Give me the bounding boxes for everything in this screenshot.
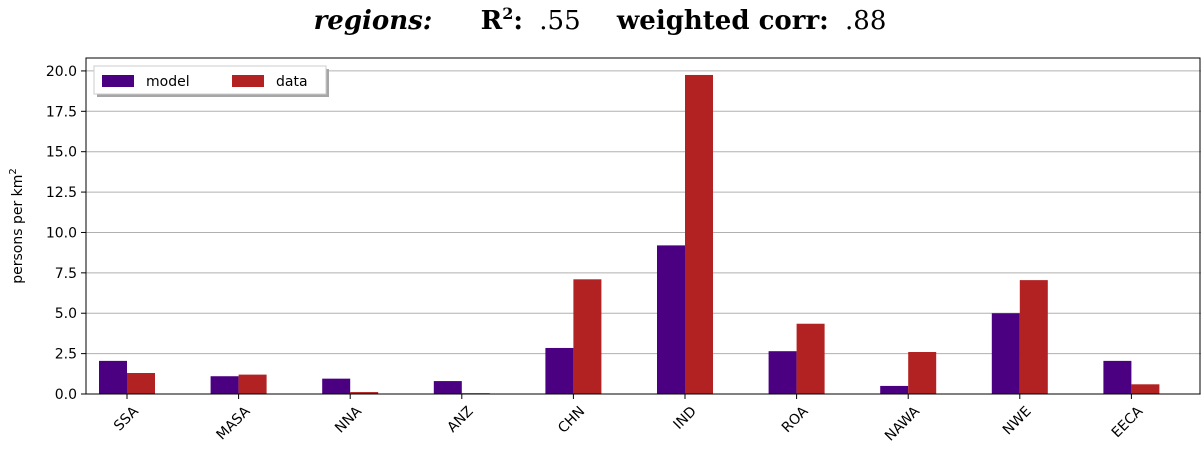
legend-swatch-data xyxy=(232,75,264,87)
y-tick-label: 15.0 xyxy=(46,145,77,161)
title-corr-label: weighted corr: xyxy=(616,6,829,36)
bar-data-eeca xyxy=(1131,384,1160,394)
title-corr-value: .88 xyxy=(845,6,886,36)
y-axis-label: persons per km2 xyxy=(8,168,26,284)
legend: model data xyxy=(93,65,329,97)
bar-model-nawa xyxy=(880,385,909,394)
x-tick-label: CHN xyxy=(555,404,588,437)
y-tick-label: 20.0 xyxy=(46,64,77,80)
x-tick-label: NNA xyxy=(332,403,365,436)
bar-model-nwe xyxy=(991,313,1020,394)
x-tick-label: ANZ xyxy=(444,404,476,436)
y-tick-label: 17.5 xyxy=(46,104,77,120)
x-axis-ticks: SSA MASA NNA ANZ CHN IND ROA NAWA NWE EECA xyxy=(111,394,1147,444)
bar-model-eeca xyxy=(1103,360,1132,394)
bar-data-nawa xyxy=(908,352,937,394)
bar-model-ind xyxy=(657,245,685,394)
bar-data-nna xyxy=(350,392,379,394)
legend-label-data: data xyxy=(276,74,308,90)
bar-data-chn xyxy=(573,279,602,394)
y-tick-label: 5.0 xyxy=(55,306,77,322)
x-tick-label: MASA xyxy=(214,403,254,443)
y-tick-label: 7.5 xyxy=(55,266,77,282)
svg-text:regions: R2: .55: regions: R2: .55 weighted corr: .88 xyxy=(314,4,887,36)
x-tick-label: NWE xyxy=(1000,404,1035,439)
chart-title: regions: R2: .55 weighted corr: .88 xyxy=(314,4,887,36)
y-axis-label-text: persons per km xyxy=(10,175,26,284)
x-tick-label: IND xyxy=(671,404,700,433)
bar-model-roa xyxy=(768,351,797,394)
title-prefix: regions: xyxy=(314,6,433,36)
bar-model-anz xyxy=(433,381,462,394)
bar-model-chn xyxy=(545,347,574,394)
title-r2-colon: : xyxy=(513,6,523,36)
y-axis-label-sup: 2 xyxy=(8,168,19,174)
bar-data-masa xyxy=(238,374,267,394)
title-r2-value: .55 xyxy=(539,6,580,36)
legend-swatch-model xyxy=(102,75,134,87)
x-tick-label: SSA xyxy=(111,403,142,434)
gridlines xyxy=(86,70,1201,395)
y-tick-label: 10.0 xyxy=(46,225,77,241)
title-r2-label: R xyxy=(481,6,503,36)
bar-data-roa xyxy=(796,323,825,394)
x-tick-label: EECA xyxy=(1109,403,1147,441)
legend-label-model: model xyxy=(146,74,190,90)
bar-model-nna xyxy=(322,378,351,394)
y-tick-label: 12.5 xyxy=(46,185,77,201)
bar-model-masa xyxy=(210,376,239,394)
bar-data-ind xyxy=(685,74,713,394)
x-tick-label: ROA xyxy=(779,403,812,436)
y-axis-ticks: 0.0 2.5 5.0 7.5 10.0 12.5 15.0 17.5 20.0 xyxy=(46,64,86,403)
bar-data-ssa xyxy=(127,373,155,394)
x-tick-label: NAWA xyxy=(882,403,923,444)
y-tick-label: 0.0 xyxy=(55,387,77,403)
title-r2-sup: 2 xyxy=(502,4,513,23)
y-tick-label: 2.5 xyxy=(55,347,77,363)
bar-model-ssa xyxy=(99,360,127,394)
bar-data-nwe xyxy=(1019,280,1048,394)
plot-frame xyxy=(85,57,1201,395)
bars xyxy=(99,74,1160,394)
